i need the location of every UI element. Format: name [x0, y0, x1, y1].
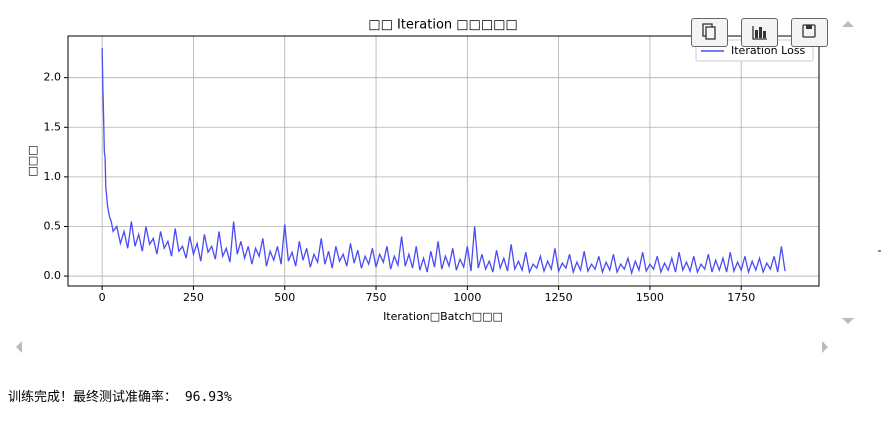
chart-icon: [752, 26, 767, 40]
scroll-marker: [878, 250, 881, 252]
x-tick-label: 1750: [727, 291, 755, 304]
chart-title: □□ Iteration □□□□□: [368, 18, 517, 33]
x-tick-label: 500: [274, 291, 295, 304]
y-axis-label: □□□: [26, 145, 39, 176]
output-text: 训练完成！最终测试准确率： 96.93%: [8, 390, 232, 405]
copy-icon: [702, 23, 716, 40]
chart: □□ Iteration □□□□□ Iteration□Batch□□□ □□…: [16, 18, 881, 353]
y-tick-label: 2.0: [44, 71, 62, 84]
x-tick-label: 750: [366, 291, 387, 304]
x-tick-label: 0: [99, 291, 106, 304]
legend-label: Iteration Loss: [731, 44, 806, 57]
x-tick-label: 1500: [636, 291, 664, 304]
y-tick-label: 1.5: [44, 120, 62, 133]
chart-button[interactable]: [741, 18, 778, 47]
x-axis-label: Iteration□Batch□□□: [383, 310, 503, 323]
y-tick-label: 1.0: [44, 170, 62, 183]
scroll-up[interactable]: [842, 21, 854, 27]
scroll-down[interactable]: [842, 318, 854, 324]
y-tick-label: 0.0: [44, 269, 62, 282]
save-button[interactable]: [791, 18, 828, 47]
x-tick-label: 1250: [545, 291, 573, 304]
scroll-left[interactable]: [16, 341, 22, 353]
plot-frame: [67, 35, 820, 287]
x-tick-label: 250: [183, 291, 204, 304]
scroll-right[interactable]: [822, 341, 828, 353]
copy-button[interactable]: [691, 18, 728, 47]
save-icon: [802, 24, 816, 38]
x-tick-label: 1000: [453, 291, 481, 304]
y-tick-label: 0.5: [44, 219, 62, 232]
loss-line: [101, 47, 786, 276]
